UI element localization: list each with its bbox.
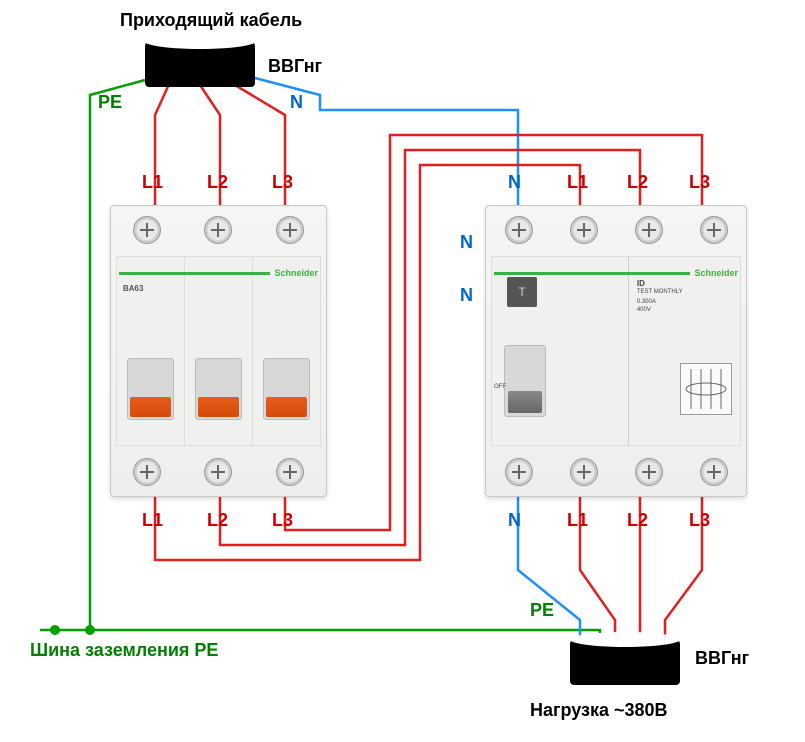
n-top-label: N	[290, 92, 303, 113]
breaker-top-terminal-1	[133, 216, 161, 244]
rcd-side-n-top: N	[460, 232, 473, 253]
rcd-test-button[interactable]: T	[507, 277, 537, 307]
rcd-bot-l1-label: L1	[567, 510, 588, 531]
breaker-bot-terminal-2	[204, 458, 232, 486]
rcd-top-terminals	[486, 216, 746, 244]
breaker-top-l3-label: L3	[272, 172, 293, 193]
breaker-top-l2-label: L2	[207, 172, 228, 193]
rcd-bot-terminal-1	[570, 458, 598, 486]
pe-bottom-label: PE	[530, 600, 554, 621]
breaker-toggle-3[interactable]	[266, 397, 307, 417]
breaker-bottom-terminals	[111, 458, 326, 486]
rcd-top-l2-label: L2	[627, 172, 648, 193]
breaker-toggle-2[interactable]	[198, 397, 239, 417]
rcd-rating-v: 400V	[637, 307, 651, 313]
breaker-top-l1-label: L1	[142, 172, 163, 193]
breaker-body	[116, 256, 321, 446]
breaker-bot-terminal-3	[276, 458, 304, 486]
circuit-breaker: Schneider BA63	[110, 205, 327, 497]
rcd-body: T OFF ID TEST MONTHLY 400V 0.300A	[491, 256, 741, 446]
breaker-bot-terminal-1	[133, 458, 161, 486]
rcd-brand: Schneider	[694, 268, 738, 278]
rcd-device: T OFF ID TEST MONTHLY 400V 0.300A	[485, 205, 747, 497]
breaker-bot-l3-label: L3	[272, 510, 293, 531]
rcd-off-label: OFF	[494, 384, 506, 390]
rcd-bot-l3-label: L3	[689, 510, 710, 531]
cable-type-bottom-label: ВВГнг	[695, 648, 749, 669]
breaker-bot-l1-label: L1	[142, 510, 163, 531]
rcd-top-terminal-2	[635, 216, 663, 244]
rcd-top-n-label: N	[508, 172, 521, 193]
rcd-toggle-handle[interactable]	[508, 391, 542, 413]
breaker-brand-strip: Schneider	[119, 266, 318, 280]
breaker-top-terminal-2	[204, 216, 232, 244]
rcd-bottom-terminals	[486, 458, 746, 486]
rcd-bot-n-label: N	[508, 510, 521, 531]
rcd-bot-terminal-2	[635, 458, 663, 486]
rcd-test-monthly: TEST MONTHLY	[637, 289, 683, 295]
breaker-top-terminals	[111, 216, 326, 244]
load-label: Нагрузка ~380В	[530, 700, 668, 721]
rcd-bot-l2-label: L2	[627, 510, 648, 531]
pe-top-label: PE	[98, 92, 122, 113]
rcd-toggle-slot	[504, 345, 546, 417]
incoming-cable-block	[145, 42, 255, 87]
pe-bus-label: Шина заземления PE	[30, 640, 218, 661]
breaker-bot-l2-label: L2	[207, 510, 228, 531]
rcd-top-l3-label: L3	[689, 172, 710, 193]
rcd-schematic-icon	[680, 363, 732, 415]
rcd-rating-ma: 0.300A	[637, 299, 656, 305]
rcd-side-n-mid: N	[460, 285, 473, 306]
cable-type-top-label: ВВГнг	[268, 56, 322, 77]
load-cable-block	[570, 640, 680, 685]
rcd-top-terminal-3	[700, 216, 728, 244]
rcd-top-terminal-n	[505, 216, 533, 244]
breaker-brand: Schneider	[274, 268, 318, 278]
breaker-toggle-1[interactable]	[130, 397, 171, 417]
rcd-bot-terminal-3	[700, 458, 728, 486]
rcd-bot-terminal-n	[505, 458, 533, 486]
rcd-top-l1-label: L1	[567, 172, 588, 193]
breaker-model: BA63	[123, 284, 143, 293]
rcd-top-terminal-1	[570, 216, 598, 244]
rcd-model-label: ID	[637, 279, 645, 288]
breaker-top-terminal-3	[276, 216, 304, 244]
rcd-brand-strip: Schneider	[494, 266, 738, 280]
incoming-cable-label: Приходящий кабель	[120, 10, 302, 31]
